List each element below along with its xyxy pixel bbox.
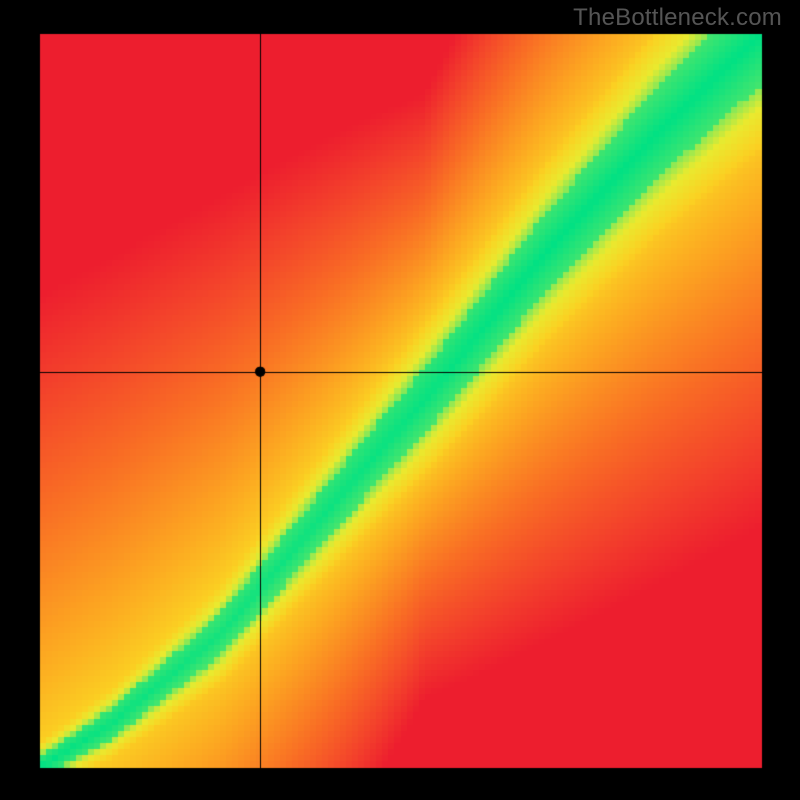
chart-container: TheBottleneck.com [0, 0, 800, 800]
watermark-label: TheBottleneck.com [573, 4, 782, 32]
bottleneck-heatmap [0, 0, 800, 800]
